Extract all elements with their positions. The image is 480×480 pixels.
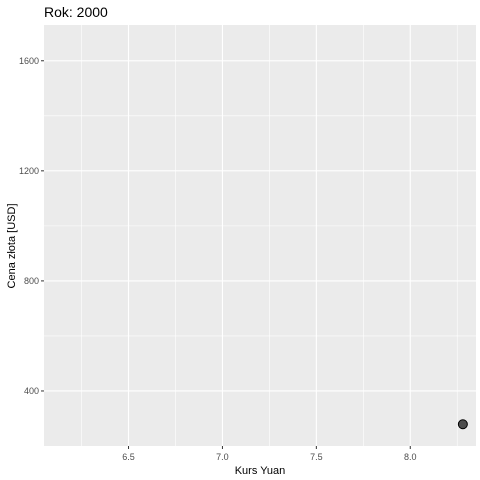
y-tick-label: 800 [24,276,39,286]
x-tick-label: 8.0 [404,452,417,462]
x-tick-label: 7.5 [310,452,323,462]
plot-panel [44,25,476,446]
y-tick-label: 1600 [19,56,39,66]
chart-title: Rok: 2000 [44,4,108,20]
x-tick-label: 7.0 [216,452,229,462]
x-tick-label: 6.5 [122,452,135,462]
y-tick-label: 1200 [19,166,39,176]
x-axis-ticks: 6.5 7.0 7.5 8.0 [122,446,417,462]
minor-gridlines [44,25,476,446]
major-gridlines [44,25,476,446]
x-axis-label: Kurs Yuan [235,465,286,477]
data-point [457,419,468,430]
data-points [457,419,468,430]
y-axis-ticks: 400 800 1200 1600 [19,56,44,396]
y-axis-label: Cena złota [USD] [6,204,18,289]
y-tick-label: 400 [24,386,39,396]
